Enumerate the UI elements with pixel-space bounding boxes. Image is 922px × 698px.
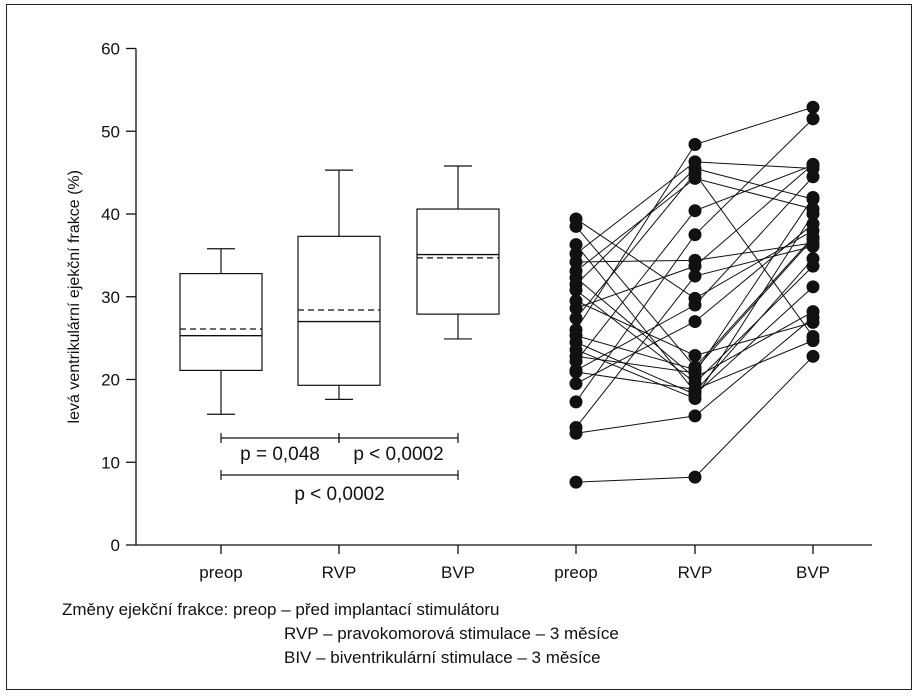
patient-point — [806, 207, 820, 221]
patient-point — [569, 395, 583, 409]
p-value-label: p < 0,0002 — [353, 444, 443, 465]
y-tick-label: 60 — [101, 40, 120, 59]
patient-point — [569, 238, 583, 252]
patient-point — [688, 204, 702, 218]
patient-point — [688, 382, 702, 396]
p-value-label: p < 0,0002 — [294, 484, 384, 505]
x-tick-label: preop — [199, 563, 242, 582]
y-tick-label: 0 — [111, 536, 120, 555]
significance-brackets: p = 0,048 p < 0,0002 p < 0,0002 — [220, 433, 459, 505]
y-tick-label: 10 — [101, 453, 120, 472]
box-plots — [179, 165, 500, 415]
p-value-label: p = 0,048 — [240, 444, 320, 465]
patient-point — [806, 100, 820, 114]
figure-frame — [6, 4, 912, 690]
patient-point — [806, 334, 820, 348]
patient-point — [806, 217, 820, 231]
patient-point — [806, 158, 820, 172]
y-tick-label: 20 — [101, 371, 120, 390]
patient-point — [688, 392, 702, 406]
patient-point — [569, 255, 583, 269]
x-tick-label: preop — [554, 563, 597, 582]
patient-point — [688, 166, 702, 180]
patient-point — [806, 112, 820, 126]
patient-point — [688, 298, 702, 312]
patient-dots — [569, 100, 820, 489]
y-tick-label: 40 — [101, 205, 120, 224]
patient-point — [569, 301, 583, 315]
patient-point — [806, 259, 820, 273]
patient-point — [569, 283, 583, 297]
patient-point — [569, 426, 583, 440]
legend-line-biv: BIV – biventrikulární stimulace – 3 měsí… — [284, 648, 601, 667]
legend-line-preop: Změny ejekční frakce: preop – před impla… — [62, 600, 500, 619]
patient-point — [688, 137, 702, 151]
x-tick-label: BVP — [796, 563, 830, 582]
legend-line-rvp: RVP – pravokomorová stimulace – 3 měsíce — [284, 624, 619, 643]
patient-point — [569, 475, 583, 489]
patient-point — [569, 365, 583, 379]
x-tick-label: RVP — [322, 563, 357, 582]
patient-point — [688, 409, 702, 423]
patient-point — [688, 470, 702, 484]
x-tick-label: BVP — [441, 563, 475, 582]
patient-point — [806, 349, 820, 363]
patient-point — [688, 315, 702, 329]
patient-point — [569, 377, 583, 391]
patient-point — [569, 219, 583, 233]
patient-point — [569, 354, 583, 368]
y-tick-label: 50 — [101, 122, 120, 141]
box-iqr — [416, 208, 500, 315]
x-tick-label: RVP — [678, 563, 713, 582]
patient-point — [688, 269, 702, 283]
patient-point — [806, 310, 820, 324]
patient-point — [688, 259, 702, 273]
box-iqr — [297, 235, 381, 386]
axes: 0 10 20 30 40 50 60 preop RVP BVP preop RVP BVP — [101, 40, 872, 582]
patient-point — [688, 366, 702, 380]
box-iqr — [179, 272, 263, 371]
y-axis-title: levá ventrikulární ejekční frakce (%) — [66, 170, 83, 423]
patient-point — [806, 170, 820, 184]
patient-point — [688, 228, 702, 242]
legend: Změny ejekční frakce: preop – před impla… — [62, 598, 619, 670]
patient-point — [806, 239, 820, 253]
patient-point — [806, 280, 820, 294]
y-tick-label: 30 — [101, 288, 120, 307]
patient-point — [688, 349, 702, 363]
patient-point — [569, 311, 583, 325]
patient-point — [806, 190, 820, 204]
